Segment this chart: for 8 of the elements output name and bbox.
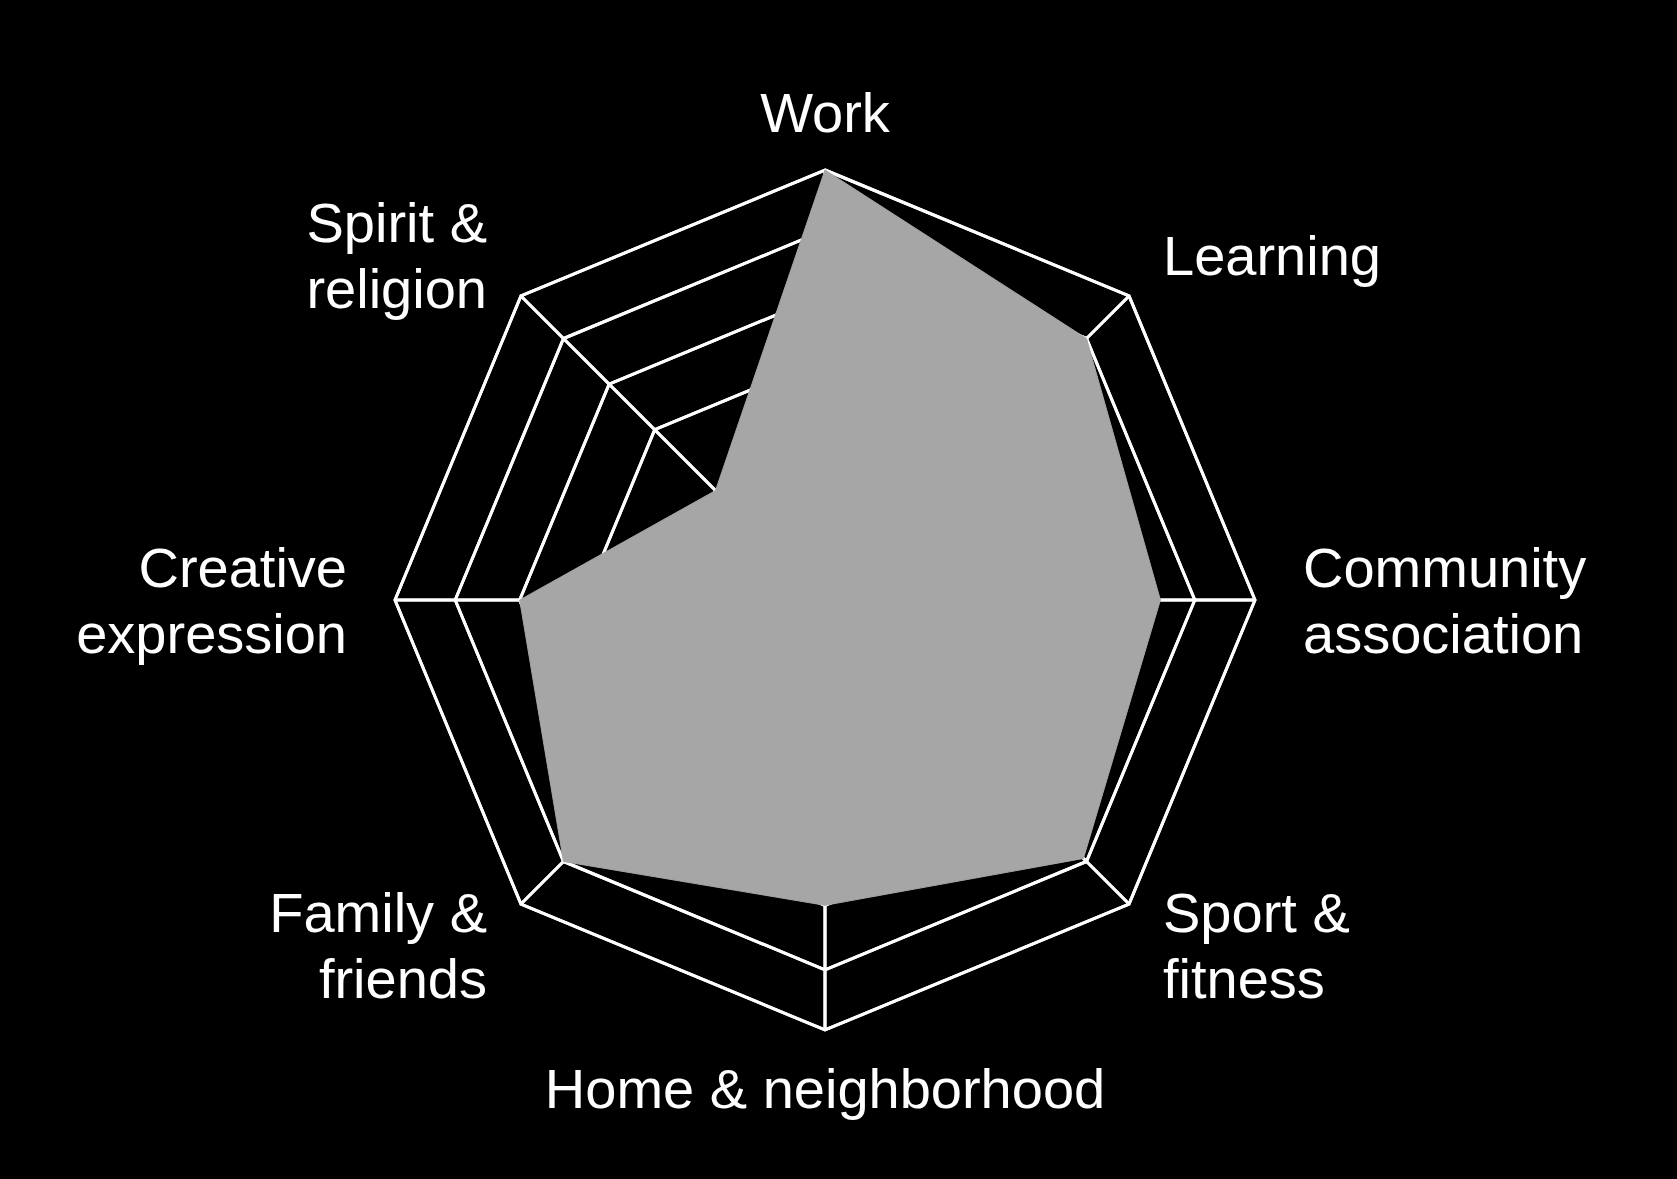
spoke-label: Spirit & religion bbox=[306, 190, 487, 320]
spoke-label: Community association bbox=[1303, 536, 1587, 665]
spoke-label: Creative expression bbox=[76, 536, 347, 665]
spoke-label: Learning bbox=[1163, 223, 1381, 287]
spoke-label: Home & neighborhood bbox=[544, 1057, 1106, 1120]
spoke-label: Work bbox=[760, 81, 891, 144]
spoke-label: Sport & fitness bbox=[1163, 881, 1350, 1011]
spoke-label: Family & friends bbox=[269, 881, 487, 1011]
